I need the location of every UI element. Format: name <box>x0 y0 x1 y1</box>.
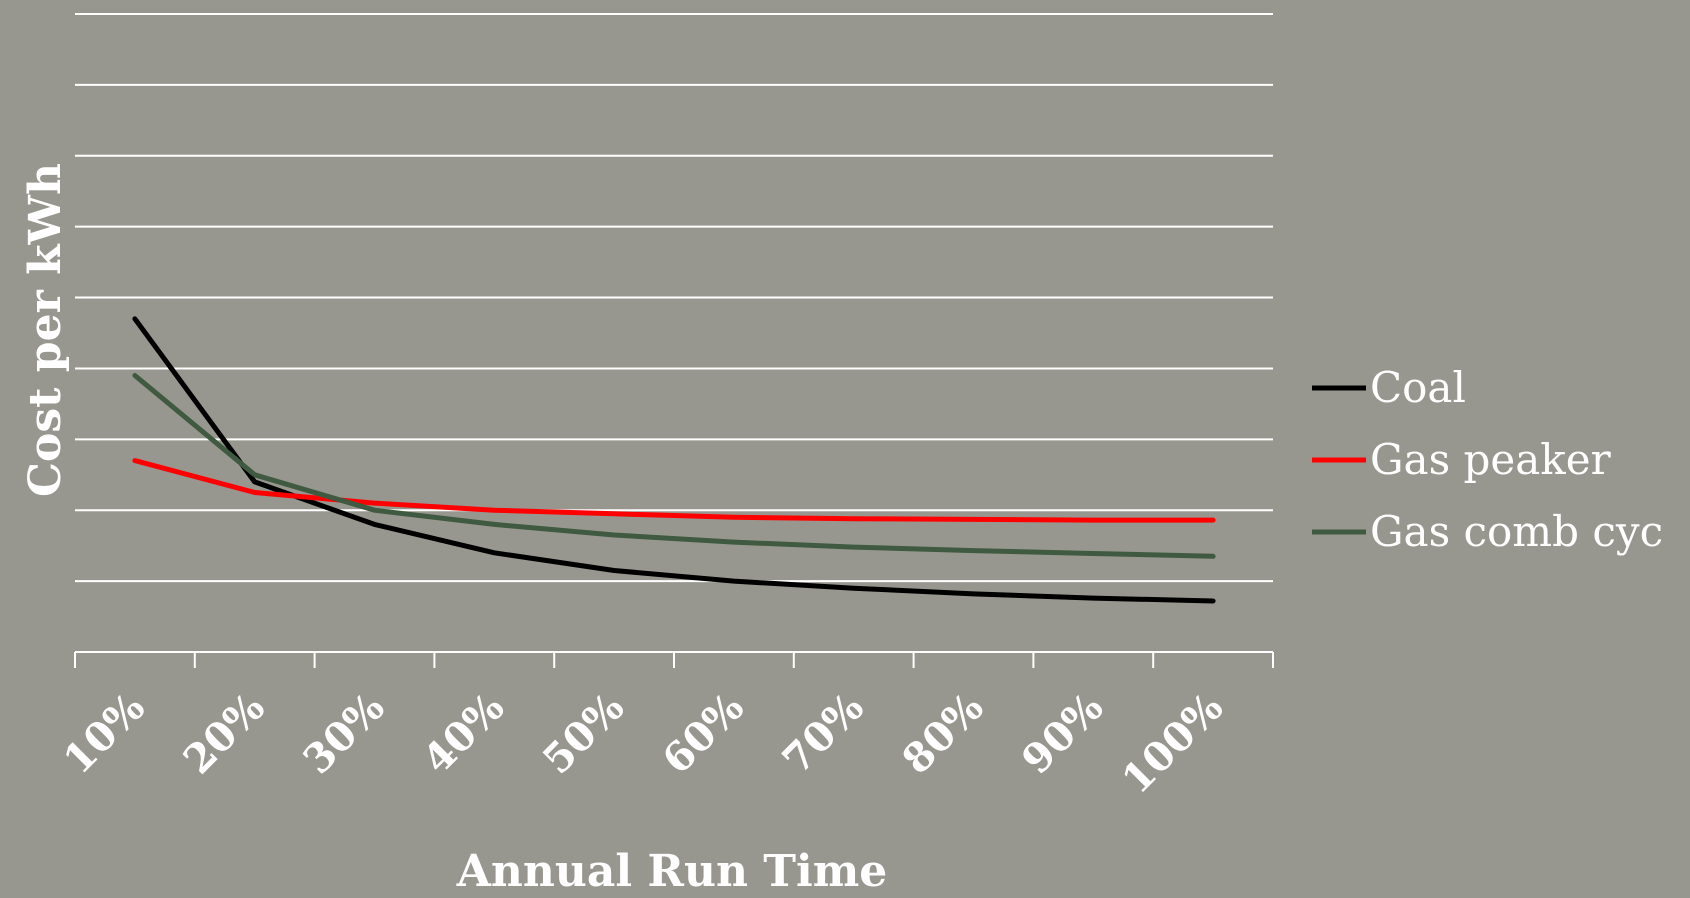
series-line-gas-comb-cyc <box>132 373 1216 559</box>
x-tick-label: 70% <box>773 684 872 783</box>
legend: Coal Gas peaker Gas comb cyc <box>1312 363 1663 556</box>
x-tick-label: 30% <box>294 684 393 783</box>
legend-label: Coal <box>1370 363 1466 412</box>
legend-label: Gas peaker <box>1370 435 1612 484</box>
y-axis-title: Cost per kWh <box>20 163 71 497</box>
x-axis <box>74 651 1274 668</box>
legend-label: Gas comb cyc <box>1370 507 1663 556</box>
x-tick-label: 10% <box>55 684 154 783</box>
x-tick-label: 100% <box>1113 684 1232 803</box>
x-tick-label: 60% <box>654 684 753 783</box>
series-line-coal <box>132 316 1216 604</box>
x-tick-label: 40% <box>414 684 513 783</box>
x-tick-label: 90% <box>1013 684 1112 783</box>
x-axis-title: Annual Run Time <box>456 846 888 897</box>
x-tick-labels: 10% 20% 30% 40% 50% 60% 70% 80% 90% 100% <box>55 684 1233 803</box>
gridlines <box>75 13 1273 583</box>
x-tick-label: 50% <box>534 684 633 783</box>
series-line-gas-peaker <box>132 458 1216 523</box>
series-lines <box>132 316 1216 604</box>
x-tick-label: 20% <box>174 684 273 783</box>
x-tick-label: 80% <box>893 684 992 783</box>
